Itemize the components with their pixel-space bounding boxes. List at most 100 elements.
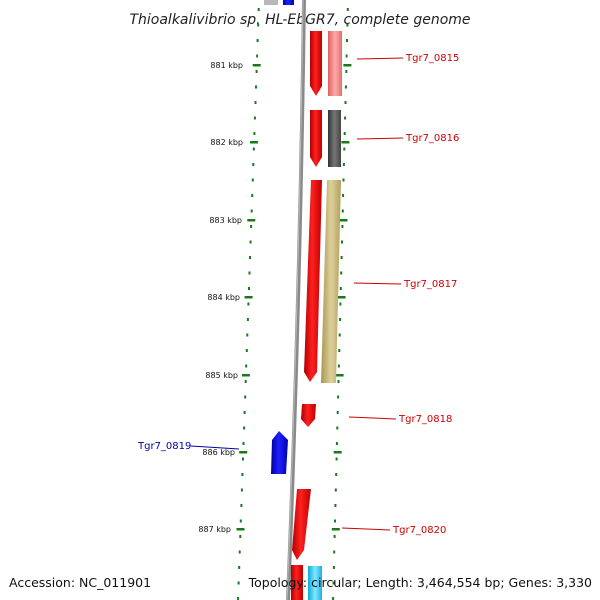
minor-tick <box>344 101 347 104</box>
gene-arrow-tgr7-0815[interactable] <box>310 31 322 96</box>
major-tick <box>241 374 250 377</box>
minor-tick <box>237 581 240 585</box>
minor-tick <box>237 597 240 600</box>
minor-tick <box>255 85 257 89</box>
minor-tick <box>333 535 336 538</box>
minor-tick <box>345 70 348 73</box>
gene-label-tgr7-0815[interactable]: Tgr7_0815 <box>405 53 459 64</box>
minor-tick <box>344 116 347 120</box>
minor-tick <box>244 395 247 399</box>
major-tick <box>247 219 256 222</box>
minor-tick <box>246 333 249 337</box>
partial-feature-top-grey <box>264 0 278 5</box>
minor-tick <box>337 364 340 368</box>
minor-tick <box>253 132 256 135</box>
cog-bar-tgr7-0817 <box>321 180 341 383</box>
minor-tick <box>253 116 256 120</box>
map-title: Thioalkalivibrio sp. HL-EbGR7, complete … <box>129 12 470 28</box>
minor-tick <box>252 163 255 166</box>
kbp-scale: 881 kbp 882 kbp 883 kbp 884 kbp 885 kbp … <box>198 61 243 534</box>
kbp-label: 882 kbp <box>210 138 243 147</box>
minor-tick <box>339 302 342 306</box>
minor-tick <box>336 426 339 430</box>
gene-label-tgr7-0820[interactable]: Tgr7_0820 <box>392 525 446 536</box>
minor-tick <box>337 380 340 383</box>
kbp-label: 881 kbp <box>210 61 243 70</box>
major-tick <box>337 296 346 299</box>
minor-tick <box>250 225 253 228</box>
gene-arrow-tgr7-0819[interactable] <box>271 431 288 474</box>
kbp-label: 884 kbp <box>207 293 240 302</box>
major-tick <box>236 528 245 531</box>
major-tick <box>250 141 258 144</box>
genome-backbone-highlight <box>286 0 304 600</box>
minor-tick <box>249 256 251 259</box>
partial-gene-top-blue <box>283 0 294 5</box>
minor-tick <box>245 349 248 352</box>
minor-tick <box>334 504 337 507</box>
minor-tick <box>245 364 248 368</box>
minor-tick <box>256 54 259 58</box>
kbp-label: 883 kbp <box>209 216 242 225</box>
partial-gene-bottom-red <box>291 565 303 600</box>
minor-tick <box>335 473 338 476</box>
minor-tick <box>340 256 343 259</box>
minor-tick <box>338 333 341 337</box>
kbp-label: 886 kbp <box>202 448 235 457</box>
minor-tick <box>335 457 338 461</box>
minor-tick <box>340 271 343 275</box>
major-tick-marks <box>236 64 352 531</box>
gene-arrow-tgr7-0817[interactable] <box>304 180 322 382</box>
minor-tick <box>239 519 242 523</box>
minor-tick <box>240 488 243 492</box>
minor-tick <box>249 240 252 244</box>
minor-tick <box>252 147 255 151</box>
minor-tick <box>247 302 250 306</box>
minor-tick <box>335 442 338 445</box>
major-tick <box>239 451 248 454</box>
genome-backbone <box>286 0 306 600</box>
gene-label-tgr7-0819[interactable]: Tgr7_0819 <box>137 441 191 452</box>
gene-label-tgr7-0818[interactable]: Tgr7_0818 <box>398 414 452 425</box>
minor-tick <box>343 132 346 135</box>
minor-tick <box>250 209 253 213</box>
major-tick <box>333 451 342 454</box>
minor-tick <box>248 287 250 290</box>
cog-bar-tgr7-0815 <box>328 31 342 96</box>
minor-tick <box>241 473 244 476</box>
major-tick <box>331 528 340 531</box>
minor-tick <box>254 101 257 104</box>
gene-arrow-tgr7-0818[interactable] <box>301 404 316 427</box>
gene-label-tgr7-0817[interactable]: Tgr7_0817 <box>403 279 457 290</box>
minor-tick <box>341 240 343 244</box>
gene-arrow-tgr7-0820[interactable] <box>292 489 311 560</box>
minor-tick <box>239 535 242 538</box>
cog-bar-partial-bottom <box>308 566 322 600</box>
minor-tick <box>242 457 244 461</box>
minor-tick <box>251 178 254 182</box>
minor-tick <box>243 411 246 414</box>
minor-tick <box>343 147 346 151</box>
minor-tick <box>339 287 342 290</box>
minor-tick <box>334 488 337 492</box>
minor-tick <box>257 8 260 11</box>
minor-tick <box>342 178 345 182</box>
cog-bar-tgr7-0816 <box>328 110 341 167</box>
minor-tick <box>341 225 344 228</box>
minor-tick <box>243 426 246 430</box>
minor-tick <box>240 504 243 507</box>
minor-tick <box>246 318 249 321</box>
minor-tick <box>333 550 336 554</box>
major-tick <box>335 374 344 377</box>
kbp-label: 887 kbp <box>198 525 231 534</box>
accession-text: Accession: NC_011901 <box>9 575 151 590</box>
major-tick <box>244 296 253 299</box>
minor-tick <box>242 442 245 445</box>
gene-arrow-tgr7-0816[interactable] <box>310 110 322 167</box>
minor-tick <box>345 54 348 58</box>
minor-tick <box>342 194 345 197</box>
gene-label-tgr7-0816[interactable]: Tgr7_0816 <box>405 133 459 144</box>
minor-tick <box>244 380 247 383</box>
minor-tick <box>346 39 348 42</box>
